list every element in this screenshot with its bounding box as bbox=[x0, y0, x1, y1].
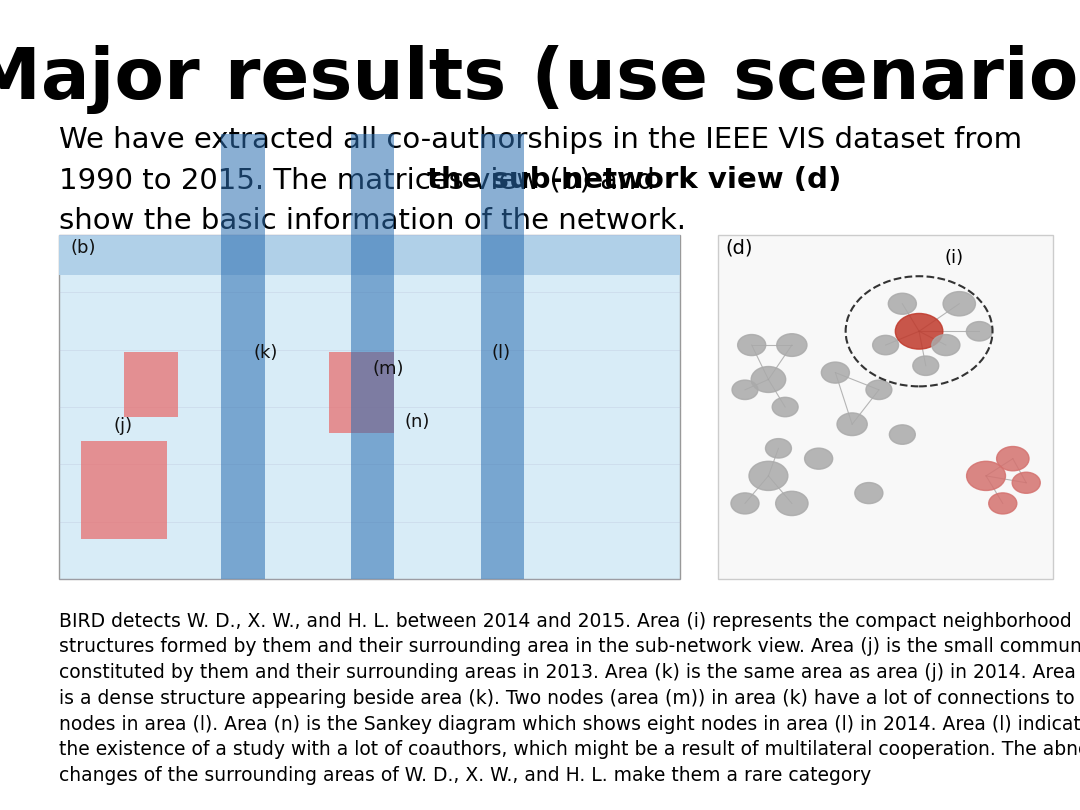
Circle shape bbox=[805, 448, 833, 469]
Text: (b): (b) bbox=[70, 239, 96, 257]
Text: (l): (l) bbox=[491, 344, 511, 362]
Text: (d): (d) bbox=[726, 239, 753, 258]
Circle shape bbox=[967, 322, 993, 341]
FancyBboxPatch shape bbox=[481, 134, 524, 579]
Circle shape bbox=[775, 491, 808, 516]
Circle shape bbox=[989, 492, 1017, 514]
Circle shape bbox=[738, 335, 766, 356]
FancyBboxPatch shape bbox=[59, 235, 680, 579]
Circle shape bbox=[752, 366, 786, 393]
Circle shape bbox=[997, 446, 1029, 471]
Circle shape bbox=[772, 398, 798, 417]
FancyBboxPatch shape bbox=[59, 235, 680, 275]
FancyBboxPatch shape bbox=[124, 352, 178, 417]
Text: (i): (i) bbox=[945, 249, 964, 267]
Text: show the basic information of the network.: show the basic information of the networ… bbox=[59, 207, 687, 235]
Circle shape bbox=[943, 292, 975, 316]
Text: 1990 to 2015. The matrices view (b) and: 1990 to 2015. The matrices view (b) and bbox=[59, 166, 664, 194]
Circle shape bbox=[967, 462, 1005, 490]
Text: (n): (n) bbox=[405, 413, 430, 431]
Text: the sub-network view (d): the sub-network view (d) bbox=[427, 166, 841, 194]
Circle shape bbox=[731, 492, 759, 514]
FancyBboxPatch shape bbox=[221, 134, 265, 579]
Circle shape bbox=[1012, 472, 1040, 493]
Text: Frontiers in Electronic Engineering: Frontiers in Electronic Engineering bbox=[234, 347, 522, 495]
Circle shape bbox=[866, 380, 892, 399]
Text: (k): (k) bbox=[254, 344, 279, 362]
Text: We have extracted all co-authorships in the IEEE VIS dataset from: We have extracted all co-authorships in … bbox=[59, 126, 1023, 154]
Circle shape bbox=[732, 380, 758, 399]
Circle shape bbox=[932, 335, 960, 356]
Circle shape bbox=[873, 335, 899, 355]
FancyBboxPatch shape bbox=[351, 134, 394, 579]
Text: (j): (j) bbox=[113, 417, 133, 435]
FancyBboxPatch shape bbox=[718, 235, 1053, 579]
Circle shape bbox=[822, 362, 850, 383]
Text: (m): (m) bbox=[373, 360, 404, 378]
Circle shape bbox=[837, 413, 867, 436]
Circle shape bbox=[777, 334, 807, 356]
Circle shape bbox=[750, 462, 788, 490]
Circle shape bbox=[766, 438, 792, 458]
Text: Major results (use scenario): Major results (use scenario) bbox=[0, 45, 1080, 113]
Circle shape bbox=[895, 313, 943, 349]
Text: BIRD detects W. D., X. W., and H. L. between 2014 and 2015. Area (i) represents : BIRD detects W. D., X. W., and H. L. bet… bbox=[59, 612, 1080, 785]
Circle shape bbox=[913, 356, 939, 376]
Circle shape bbox=[890, 424, 916, 445]
FancyBboxPatch shape bbox=[81, 441, 167, 539]
FancyBboxPatch shape bbox=[329, 352, 394, 433]
Circle shape bbox=[855, 483, 883, 504]
Circle shape bbox=[889, 293, 917, 314]
